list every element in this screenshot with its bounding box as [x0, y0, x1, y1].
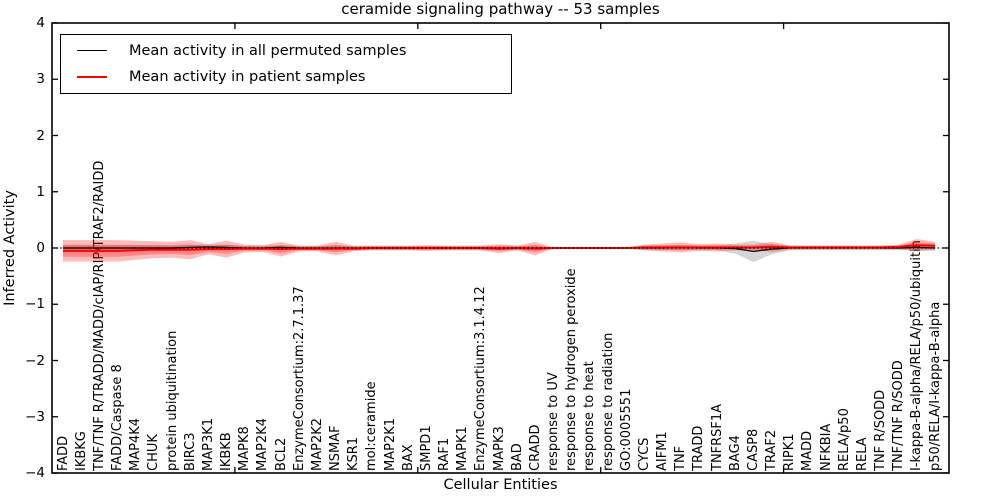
- y-tick-label: 0: [36, 240, 45, 256]
- legend-line-patient-icon: [77, 76, 107, 79]
- x-category-label: TRAF2: [764, 429, 780, 471]
- x-category-label: NFKBIA: [818, 423, 834, 471]
- patient-band-inner: [63, 241, 936, 257]
- x-category-label: FADD: [55, 435, 71, 471]
- x-category-label: TNF/TNF R/SODD: [891, 360, 907, 471]
- legend: Mean activity in all permuted samples Me…: [60, 34, 512, 94]
- x-category-label: MAP3K1: [200, 417, 216, 471]
- permuted-mean-line: [63, 246, 936, 253]
- x-category-label: RIPK1: [782, 433, 798, 471]
- x-axis-title: Cellular Entities: [443, 477, 558, 493]
- patient-band-outer: [63, 239, 936, 262]
- x-category-label: RELA: [854, 437, 870, 471]
- y-tick-label: 1: [36, 183, 45, 200]
- y-tick-label: −1: [25, 296, 45, 313]
- x-category-label: NSMAF: [328, 425, 344, 471]
- legend-label-patient: Mean activity in patient samples: [129, 69, 366, 86]
- x-category-label: IKBKG: [73, 431, 89, 471]
- x-category-label: MAP2K1: [382, 417, 398, 471]
- x-category-label: KSR1: [346, 436, 362, 471]
- x-category-label: MAPK3: [491, 426, 507, 471]
- x-category-label: I-kappa-B-alpha/RELA/p50/ubiquitin: [909, 240, 925, 471]
- legend-label-permuted: Mean activity in all permuted samples: [129, 42, 407, 59]
- x-category-label: BIRC3: [182, 432, 198, 472]
- x-category-label: RELA/p50: [836, 408, 852, 471]
- x-category-label: TNF: [673, 445, 689, 471]
- x-category-label: EnzymeConsortium:2.7.1.37: [291, 286, 307, 471]
- y-tick-label: 3: [36, 71, 45, 88]
- legend-line-permuted-icon: [77, 50, 107, 52]
- x-category-label: TNF R/SODD: [873, 389, 889, 471]
- x-category-label: MAP4K4: [128, 417, 144, 471]
- x-category-label: p50/RELA/I-kappa-B-alpha: [927, 301, 943, 471]
- y-tick-label: −3: [25, 408, 45, 425]
- x-category-label: BAD: [509, 443, 525, 471]
- x-category-label: TNF/TNF R/TRADD/MADD/cIAP/RIP/TRAF2/RAID…: [91, 160, 107, 471]
- x-category-label: RAF1: [437, 437, 453, 471]
- x-category-label: GO:0005551: [618, 388, 634, 471]
- x-category-label: AIFM1: [655, 431, 671, 471]
- chart-title: ceramide signaling pathway -- 53 samples: [341, 0, 660, 18]
- x-category-label: response to radiation: [600, 332, 616, 471]
- x-category-label: EnzymeConsortium:3.1.4.12: [473, 286, 489, 471]
- x-category-label: mol:ceramide: [364, 381, 380, 471]
- x-category-label: SMPD1: [418, 425, 434, 471]
- y-tick-label: 2: [36, 127, 45, 144]
- legend-entry-permuted: Mean activity in all permuted samples: [61, 38, 511, 64]
- x-category-label: MAPK8: [237, 426, 253, 471]
- y-tick-label: −2: [25, 352, 45, 369]
- x-category-label: FADD/Caspase 8: [110, 364, 125, 471]
- y-tick-label: 4: [36, 15, 45, 31]
- x-category-label: BAG4: [727, 435, 743, 471]
- legend-entry-patient: Mean activity in patient samples: [61, 64, 511, 90]
- x-category-label: CASP8: [745, 428, 761, 471]
- x-category-label: TRADD: [691, 425, 707, 471]
- x-category-label: BCL2: [273, 437, 289, 471]
- patient-mean-line: [63, 244, 936, 252]
- x-category-label: IKBKB: [219, 432, 235, 471]
- x-category-label: TNFRSF1A: [709, 403, 725, 471]
- x-category-label: CHUK: [146, 434, 162, 471]
- x-category-label: MAP2K4: [255, 417, 271, 471]
- x-category-label: MAPK1: [455, 426, 471, 471]
- x-category-label: response to hydrogen peroxide: [564, 268, 580, 471]
- permuted-band: [63, 240, 936, 263]
- x-category-label: BAX: [400, 444, 416, 471]
- x-category-label: response to heat: [582, 361, 598, 471]
- x-category-label: protein ubiquitination: [164, 330, 180, 471]
- x-category-label: CRADD: [527, 424, 543, 472]
- x-category-label: MADD: [800, 430, 816, 471]
- y-tick-label: −4: [25, 465, 45, 481]
- x-category-label: MAP2K2: [309, 417, 325, 471]
- x-category-label: response to UV: [546, 372, 562, 471]
- x-category-label: CYCS: [636, 437, 652, 471]
